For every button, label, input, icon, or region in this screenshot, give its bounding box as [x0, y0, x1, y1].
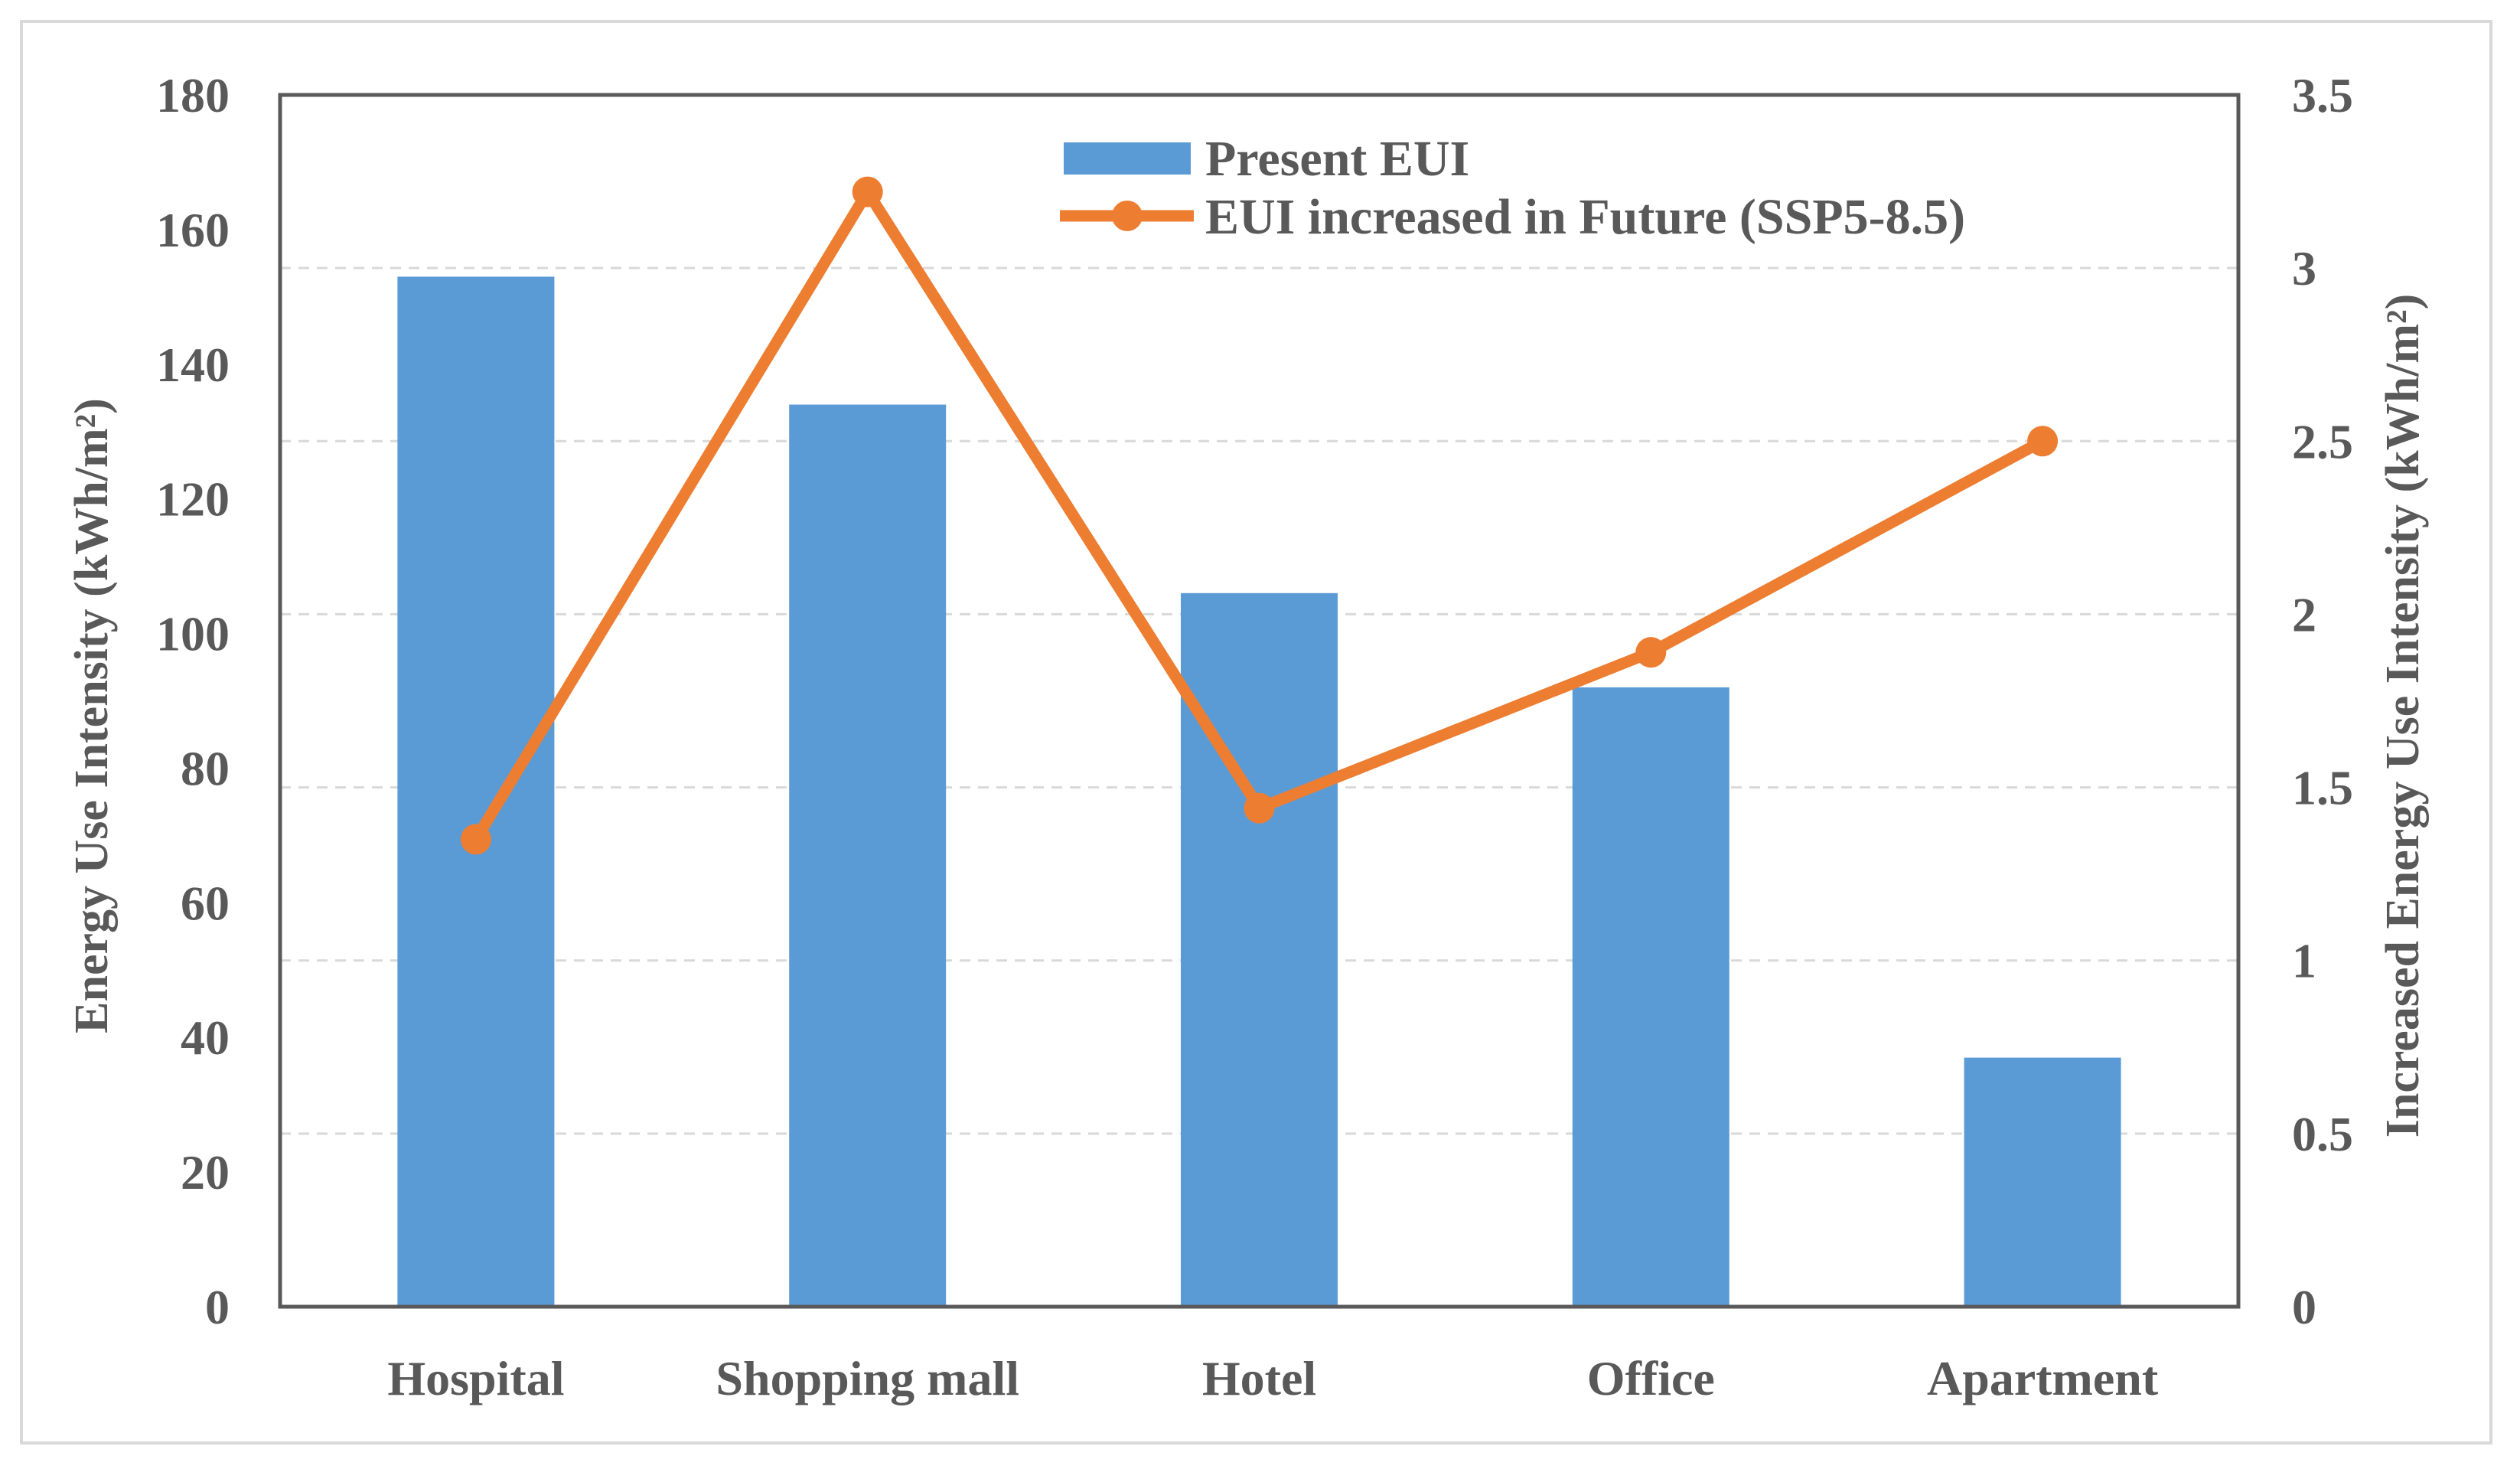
left-tick-label: 60	[181, 876, 230, 930]
left-tick-label: 20	[181, 1145, 230, 1200]
right-axis-title: Increased Energy Use Intensity (kWh/m²)	[2377, 294, 2429, 1138]
legend: Present EUI EUI increased in Future (SSP…	[1060, 131, 1965, 245]
left-tick-label: 120	[156, 472, 230, 527]
left-tick-label: 160	[156, 203, 230, 257]
legend-bar-swatch	[1064, 142, 1191, 175]
plot-area-border	[278, 93, 2241, 1309]
left-tick-label: 0	[205, 1280, 230, 1334]
bar-shopping-mall	[789, 404, 947, 1307]
point-apartment	[2027, 426, 2059, 457]
line-series	[460, 176, 2059, 855]
right-tick-label: 0.5	[2292, 1107, 2353, 1161]
right-tick-label: 0	[2292, 1280, 2316, 1334]
bar-hospital	[397, 276, 555, 1307]
right-tick-label: 3	[2292, 241, 2316, 295]
point-office	[1635, 637, 1667, 668]
category-axis-labels: Hospital Shopping mall Hotel Office Apartmen…	[387, 1351, 2159, 1405]
left-tick-label: 140	[156, 338, 230, 392]
right-tick-label: 1.5	[2292, 761, 2353, 815]
category-label: Shopping mall	[716, 1351, 1019, 1405]
right-tick-label: 2.5	[2292, 414, 2353, 468]
left-axis-title: Energy Use Intensity (kWh/m²)	[66, 398, 118, 1033]
right-tick-label: 2	[2292, 587, 2316, 641]
bar-office	[1572, 687, 1729, 1307]
left-tick-label: 100	[156, 607, 230, 661]
right-tick-label: 1	[2292, 934, 2316, 988]
legend-line-marker	[1112, 201, 1143, 231]
legend-line-label: EUI increased in Future (SSP5-8.5)	[1205, 189, 1965, 245]
right-tick-label: 3.5	[2292, 68, 2353, 122]
point-hospital	[460, 824, 491, 855]
legend-bar-label: Present EUI	[1205, 131, 1469, 187]
category-label: Apartment	[1927, 1351, 2159, 1405]
right-axis-ticks: 0 0.5 1 1.5 2 2.5 3 3.5	[2292, 68, 2353, 1334]
left-tick-label: 180	[156, 68, 230, 122]
category-label: Office	[1587, 1351, 1715, 1405]
chart-frame	[20, 20, 2492, 1445]
bar-apartment	[1964, 1057, 2121, 1307]
point-shopping-mall	[852, 176, 883, 207]
point-hotel	[1244, 792, 1275, 824]
left-axis-ticks: 0 20 40 60 80 100 120 140 160 180	[156, 68, 230, 1334]
category-label: Hospital	[387, 1351, 564, 1405]
category-label: Hotel	[1202, 1351, 1316, 1405]
left-tick-label: 80	[181, 741, 230, 795]
left-tick-label: 40	[181, 1010, 230, 1065]
bar-series	[397, 276, 2121, 1307]
bar-hotel	[1181, 592, 1338, 1307]
